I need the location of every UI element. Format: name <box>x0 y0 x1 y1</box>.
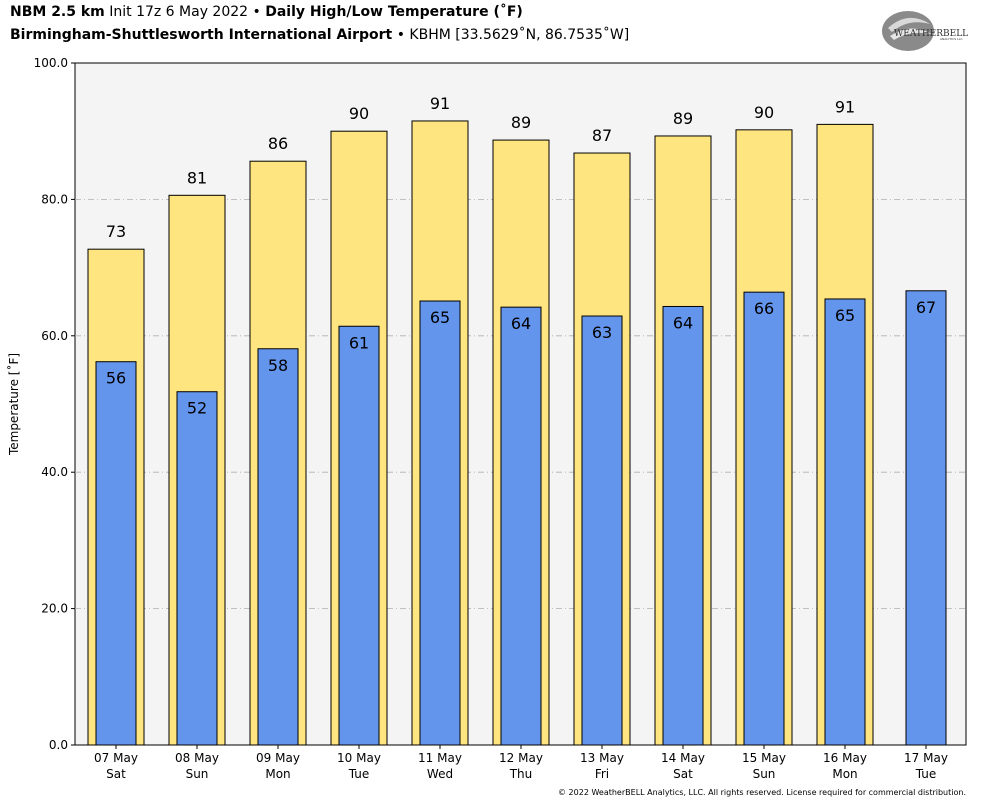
x-tick-date: 07 May <box>94 751 138 765</box>
low-temp-bar <box>338 325 380 746</box>
x-tick-date: 15 May <box>742 751 786 765</box>
x-tick-date: 10 May <box>337 751 381 765</box>
high-temp-label: 86 <box>268 134 288 153</box>
logo-text: WEATHERBELL <box>894 29 968 39</box>
y-tick-label: 40.0 <box>41 465 68 479</box>
x-tick-day: Sat <box>673 767 693 781</box>
x-tick-day: Sun <box>186 767 209 781</box>
x-tick-day: Tue <box>915 767 937 781</box>
low-temp-label: 64 <box>511 314 531 333</box>
low-temp-bar <box>743 291 785 746</box>
x-tick-date: 09 May <box>256 751 300 765</box>
x-tick-date: 17 May <box>904 751 948 765</box>
high-temp-label: 90 <box>754 103 774 122</box>
low-temp-label: 67 <box>916 298 936 317</box>
high-temp-label: 73 <box>106 222 126 241</box>
y-tick-label: 100.0 <box>34 56 68 70</box>
x-tick-date: 13 May <box>580 751 624 765</box>
product-name: Daily High/Low Temperature (˚F) <box>265 4 523 20</box>
copyright-notice: © 2022 WeatherBELL Analytics, LLC. All r… <box>558 788 966 797</box>
y-tick-label: 20.0 <box>41 602 68 616</box>
y-tick-label: 0.0 <box>49 738 68 752</box>
y-tick-label: 60.0 <box>41 329 68 343</box>
x-tick-day: Mon <box>832 767 857 781</box>
low-temp-label: 65 <box>835 306 855 325</box>
bars: 73 56 81 52 86 58 90 61 91 65 89 64 87 63 89 64 90 66 91 65… <box>87 94 947 746</box>
low-temp-label: 58 <box>268 356 288 375</box>
low-temp-bar <box>581 315 623 746</box>
low-temp-label: 52 <box>187 399 207 418</box>
high-temp-label: 89 <box>511 113 531 132</box>
x-tick-day: Sat <box>106 767 126 781</box>
x-tick-date: 12 May <box>499 751 543 765</box>
x-tick-date: 08 May <box>175 751 219 765</box>
model-name: NBM 2.5 km <box>10 4 105 20</box>
high-temp-label: 91 <box>430 94 450 113</box>
chart-title-line2: Birmingham-Shuttlesworth International A… <box>10 27 629 43</box>
low-temp-bar <box>500 306 542 746</box>
y-axis-label: Temperature [˚F] <box>6 353 21 456</box>
low-temp-bar <box>257 348 299 746</box>
low-temp-label: 65 <box>430 308 450 327</box>
x-axis: 07 May Sat 08 May Sun 09 May Mon 10 May Tue 11 M… <box>94 745 948 781</box>
x-tick-day: Thu <box>509 767 533 781</box>
low-temp-bar <box>824 298 866 746</box>
high-temp-label: 89 <box>673 109 693 128</box>
high-temp-label: 87 <box>592 126 612 145</box>
low-temp-bar <box>419 300 461 746</box>
low-temp-label: 63 <box>592 323 612 342</box>
low-temp-bar <box>176 391 218 746</box>
station-info: KBHM [33.5629˚N, 86.7535˚W] <box>409 27 630 43</box>
x-tick-day: Sun <box>753 767 776 781</box>
low-temp-label: 64 <box>673 313 693 332</box>
low-temp-label: 66 <box>754 299 774 318</box>
high-temp-label: 91 <box>835 97 855 116</box>
logo-subtext: ANALYTICS LLC <box>940 37 963 41</box>
y-tick-label: 80.0 <box>41 192 68 206</box>
low-temp-bar <box>905 290 947 746</box>
high-temp-label: 90 <box>349 104 369 123</box>
low-temp-label: 56 <box>106 369 126 388</box>
x-tick-date: 14 May <box>661 751 705 765</box>
low-temp-bar <box>95 361 137 746</box>
low-temp-label: 61 <box>349 333 369 352</box>
low-temp-bar <box>662 305 704 746</box>
y-axis: 0.0 20.0 40.0 60.0 80.0 100.0 <box>34 56 75 752</box>
x-tick-day: Tue <box>348 767 370 781</box>
x-tick-date: 11 May <box>418 751 462 765</box>
separator: • <box>396 27 405 43</box>
high-temp-label: 81 <box>187 168 207 187</box>
init-time: Init 17z 6 May 2022 <box>109 4 249 20</box>
x-tick-day: Wed <box>427 767 453 781</box>
separator: • <box>252 4 261 20</box>
station-name: Birmingham-Shuttlesworth International A… <box>10 27 393 43</box>
chart-title-line1: NBM 2.5 km Init 17z 6 May 2022 • Daily H… <box>10 4 523 20</box>
weatherbell-logo: WEATHERBELL ANALYTICS LLC <box>882 11 968 51</box>
x-tick-day: Fri <box>595 767 609 781</box>
x-tick-day: Mon <box>265 767 290 781</box>
x-tick-date: 16 May <box>823 751 867 765</box>
